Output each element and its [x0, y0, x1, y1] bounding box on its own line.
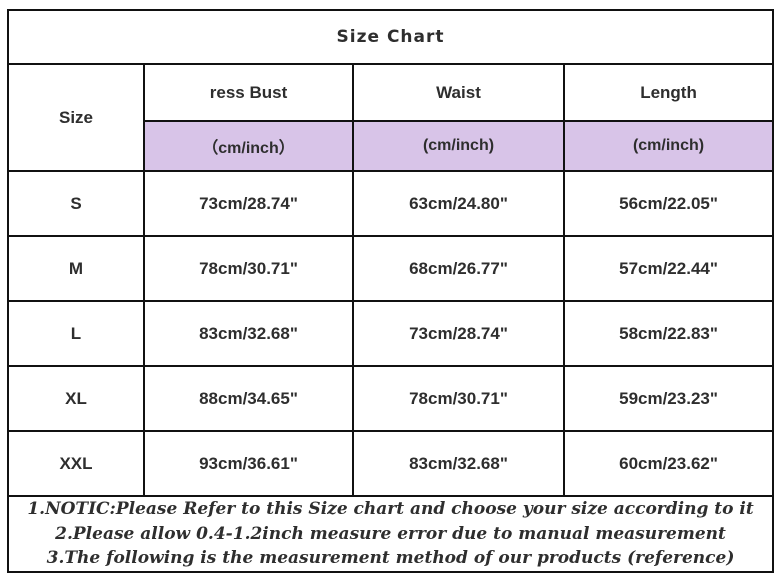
bust-value: 93cm/36.61"	[143, 430, 354, 497]
page-title: Size Chart	[6, 9, 775, 65]
length-value: 59cm/23.23"	[562, 365, 775, 432]
notice-line-1: 1.NOTIC:Please Refer to this Size chart …	[27, 499, 754, 519]
notice-block: 1.NOTIC:Please Refer to this Size chart …	[6, 495, 775, 573]
column-header-size: Size	[7, 63, 145, 172]
table-row-xxl: XXL 93cm/36.61" 83cm/32.68" 60cm/23.62"	[7, 430, 775, 497]
bust-value: 73cm/28.74"	[143, 170, 354, 237]
header-row: Size ress Bust Waist Length	[7, 63, 775, 172]
waist-value: 68cm/26.77"	[352, 235, 565, 302]
length-value: 57cm/22.44"	[562, 235, 775, 302]
column-header-bust: ress Bust	[143, 63, 354, 122]
column-header-length: Length	[562, 63, 775, 122]
size-label: XL	[7, 365, 145, 432]
size-label: M	[7, 235, 145, 302]
length-value: 56cm/22.05"	[562, 170, 775, 237]
bust-value: 88cm/34.65"	[143, 365, 354, 432]
size-label: XXL	[7, 430, 145, 497]
notice-line-2: 2.Please allow 0.4-1.2inch measure error…	[55, 523, 726, 544]
size-label: L	[7, 300, 145, 367]
title-row: Size Chart	[6, 9, 775, 65]
length-value: 58cm/22.83"	[562, 300, 775, 367]
table-row-s: S 73cm/28.74" 63cm/24.80" 56cm/22.05"	[7, 170, 775, 237]
unit-length: (cm/inch)	[562, 120, 775, 172]
unit-waist: (cm/inch)	[352, 120, 565, 172]
table-row-m: M 78cm/30.71" 68cm/26.77" 57cm/22.44"	[7, 235, 775, 302]
size-label: S	[7, 170, 145, 237]
waist-value: 78cm/30.71"	[352, 365, 565, 432]
table-row-l: L 83cm/32.68" 73cm/28.74" 58cm/22.83"	[7, 300, 775, 367]
bust-value: 83cm/32.68"	[143, 300, 354, 367]
unit-bust: （cm/inch）	[143, 120, 354, 172]
table-row-xl: XL 88cm/34.65" 78cm/30.71" 59cm/23.23"	[7, 365, 775, 432]
waist-value: 83cm/32.68"	[352, 430, 565, 497]
waist-value: 63cm/24.80"	[352, 170, 565, 237]
notice-row: 1.NOTIC:Please Refer to this Size chart …	[6, 495, 775, 573]
notice-line-3: 3.The following is the measurement metho…	[46, 548, 735, 569]
unit-row: （cm/inch） (cm/inch) (cm/inch)	[8, 120, 775, 172]
length-value: 60cm/23.62"	[562, 430, 775, 497]
bust-value: 78cm/30.71"	[143, 235, 354, 302]
size-chart-table: Size Chart Size ress Bust Waist Length （…	[6, 9, 775, 573]
waist-value: 73cm/28.74"	[352, 300, 565, 367]
column-header-waist: Waist	[352, 63, 565, 122]
